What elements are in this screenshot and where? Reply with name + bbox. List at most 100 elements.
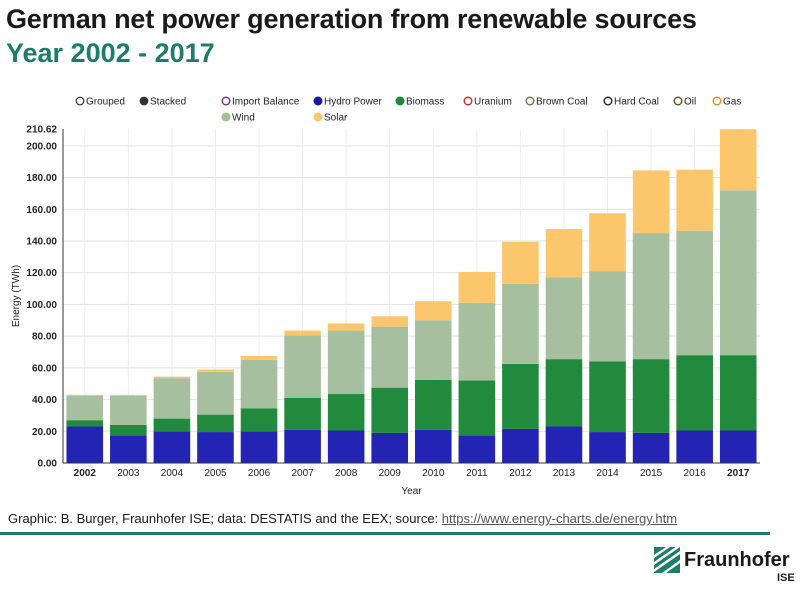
x-tick-label: 2014 [596,468,619,479]
legend-label[interactable]: Brown Coal [536,97,588,108]
fraunhofer-logo: Fraunhofer ISE [654,547,795,587]
legend-marker-icon[interactable] [525,96,535,106]
mode-options: Grouped Stacked [75,96,186,108]
bar-segment [502,363,539,429]
bar-segment [197,432,234,463]
y-tick-label: 180.00 [26,173,57,184]
x-tick-label: 2016 [684,468,707,479]
mode-radio-icon[interactable] [139,96,149,106]
bar-segment [66,394,104,396]
bar-segment [110,394,147,396]
bar-segment [284,429,321,463]
y-tick-label: 140.00 [26,236,57,247]
bar-segment [458,271,496,303]
legend-marker-icon[interactable] [313,112,323,122]
bar-segment [719,355,757,431]
legend-marker-icon[interactable] [313,96,323,106]
axes: 0.00 20.00 40.00 60.00 80.00 100.00 120.00 140.… [11,125,760,497]
x-tick-label: 2011 [466,468,488,479]
mode-radio-icon[interactable] [75,96,85,106]
mode-option-label[interactable]: Grouped [86,97,125,108]
bar-segment [110,395,147,425]
x-tick-label: 2003 [117,468,140,479]
bar-segment [632,432,670,463]
x-tick-label: 2002 [74,468,97,479]
footer-rule [0,532,770,535]
x-tick-label: 2013 [553,468,576,479]
bar-segment [414,379,452,430]
bar-segment [589,271,626,362]
bar-segment [197,369,234,372]
x-tick-label: 2009 [379,468,402,479]
bar-segment [414,320,452,380]
y-tick-label: 100.00 [26,300,57,311]
x-tick-label: 2004 [161,468,184,479]
logo-name: Fraunhofer [684,549,790,571]
bar-segment [545,359,583,427]
source-link[interactable]: https://www.energy-charts.de/energy.htm [441,511,678,526]
fraunhofer-logo-mark-icon [654,547,680,573]
bar-segment [719,129,757,191]
bar-segment [632,170,670,234]
bar-segment [545,277,583,360]
legend-marker-icon[interactable] [603,96,613,106]
bar-segment [676,230,713,356]
legend-label[interactable]: Gas [723,97,741,108]
bar-segment [502,283,539,364]
bar-segment [153,431,191,463]
bar-segment [327,323,365,331]
y-tick-label: 20.00 [32,427,57,438]
bar-segment [414,301,452,321]
legend-label[interactable]: Hard Coal [614,97,659,108]
bar-segment [66,426,104,463]
legend-label[interactable]: Hydro Power [324,97,382,108]
bar-segment [632,233,670,360]
y-tick-label: 60.00 [32,363,57,374]
bar-segment [502,428,539,463]
bar-segment [240,359,278,409]
mode-option-label[interactable]: Stacked [150,97,186,108]
bar-segment [589,432,626,463]
legend-label[interactable]: Biomass [406,97,444,108]
legend-marker-icon[interactable] [221,96,231,106]
bar-segment [676,430,713,463]
bar-segment [284,397,321,430]
y-axis-label: Energy (TWh) [11,265,22,327]
bar-segment [676,169,713,231]
bar-segment [371,432,409,463]
legend-label[interactable]: Import Balance [232,97,300,108]
bar-segment [284,330,321,336]
chart-subtitle: Year 2002 - 2017 [6,38,215,68]
x-tick-label: 2017 [727,468,750,479]
legend-label[interactable]: Wind [232,113,255,124]
y-tick-label: 160.00 [26,205,57,216]
x-axis-label: Year [401,486,422,497]
legend-label[interactable]: Solar [324,113,348,124]
chart-title: German net power generation from renewab… [6,4,697,34]
bar-segment [414,429,452,463]
x-tick-label: 2015 [640,468,663,479]
logo-sub: ISE [777,572,795,584]
legend-marker-icon[interactable] [463,96,473,106]
bar-segment [371,326,409,388]
x-tick-label: 2006 [248,468,271,479]
bar-segment [110,435,147,463]
bar-segment [458,435,496,463]
legend-marker-icon[interactable] [395,96,405,106]
legend-label[interactable]: Uranium [474,97,512,108]
legend-marker-icon[interactable] [712,96,722,106]
y-tick-label: 80.00 [32,332,57,343]
bar-segment [589,213,626,272]
bar-segment [371,316,409,327]
bar-segment [327,430,365,463]
legend-marker-icon[interactable] [673,96,683,106]
bar-segment [66,420,104,427]
bar-segment [676,355,713,431]
legend-marker-icon[interactable] [221,112,231,122]
bars [66,129,757,463]
bar-segment [327,330,365,395]
legend-label[interactable]: Oil [684,97,696,108]
bar-segment [589,361,626,433]
source-credit: Graphic: B. Burger, Fraunhofer ISE; data… [8,511,677,526]
x-tick-label: 2005 [204,468,227,479]
